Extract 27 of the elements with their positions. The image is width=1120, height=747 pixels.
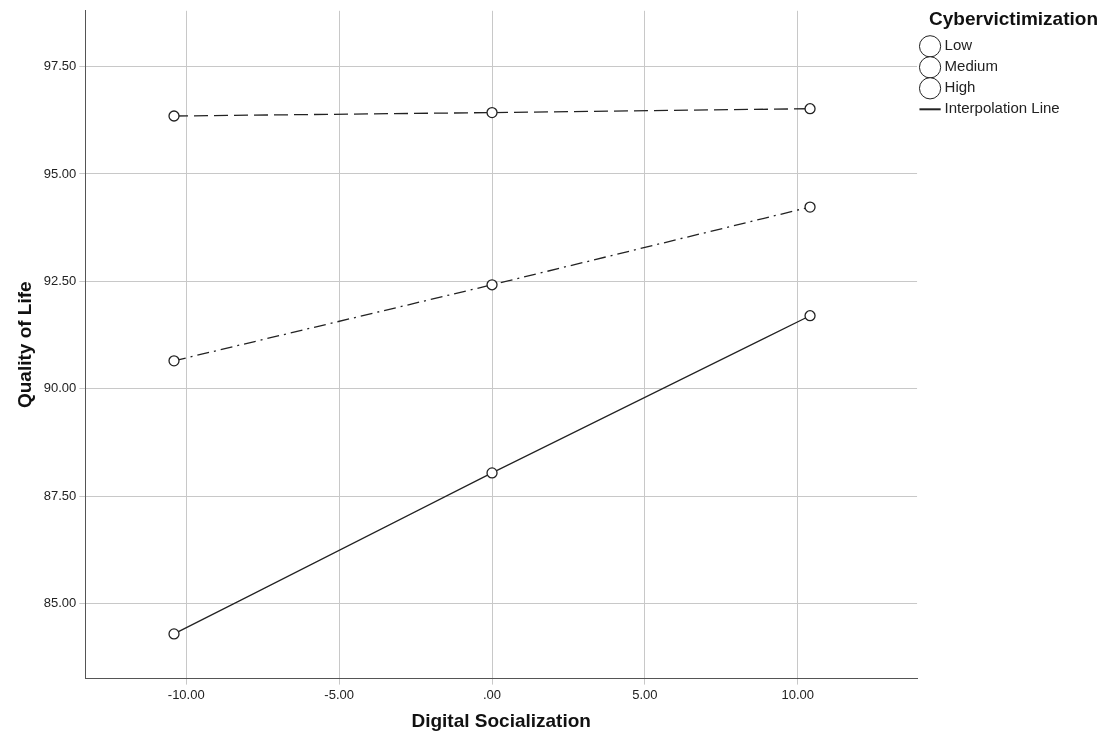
- y-tick-label: 97.50: [43, 58, 77, 74]
- y-tick-label: 87.50: [43, 487, 77, 503]
- point: [168, 110, 180, 122]
- legend-label: Medium: [944, 57, 998, 75]
- x-tick-label: -5.00: [324, 686, 354, 702]
- legend-label: High: [944, 78, 976, 96]
- point: [804, 201, 816, 213]
- x-tick-label: .00: [482, 686, 502, 702]
- point: [804, 103, 816, 115]
- y-tick-label: 90.00: [43, 380, 77, 396]
- point: [486, 279, 498, 291]
- point: [168, 628, 180, 640]
- point: [168, 355, 180, 367]
- y-tick-label: 85.00: [43, 595, 77, 611]
- text: Interpolation Line: [944, 99, 1060, 117]
- x-tick-label: 5.00: [632, 686, 658, 702]
- y-tick-label: 92.50: [43, 272, 77, 288]
- point: [486, 467, 498, 479]
- y-axis-title: Quality of Life: [13, 281, 35, 409]
- y-tick-label: 95.00: [43, 165, 77, 181]
- x-axis-title: Digital Socialization: [411, 709, 591, 731]
- x-tick-label: -10.00: [167, 686, 205, 702]
- legend-label: Low: [944, 36, 973, 54]
- point: [804, 310, 816, 322]
- legend-title: Cybervictimization: [929, 7, 1098, 29]
- point: [486, 106, 498, 119]
- x-tick-label: 10.00: [781, 686, 815, 702]
